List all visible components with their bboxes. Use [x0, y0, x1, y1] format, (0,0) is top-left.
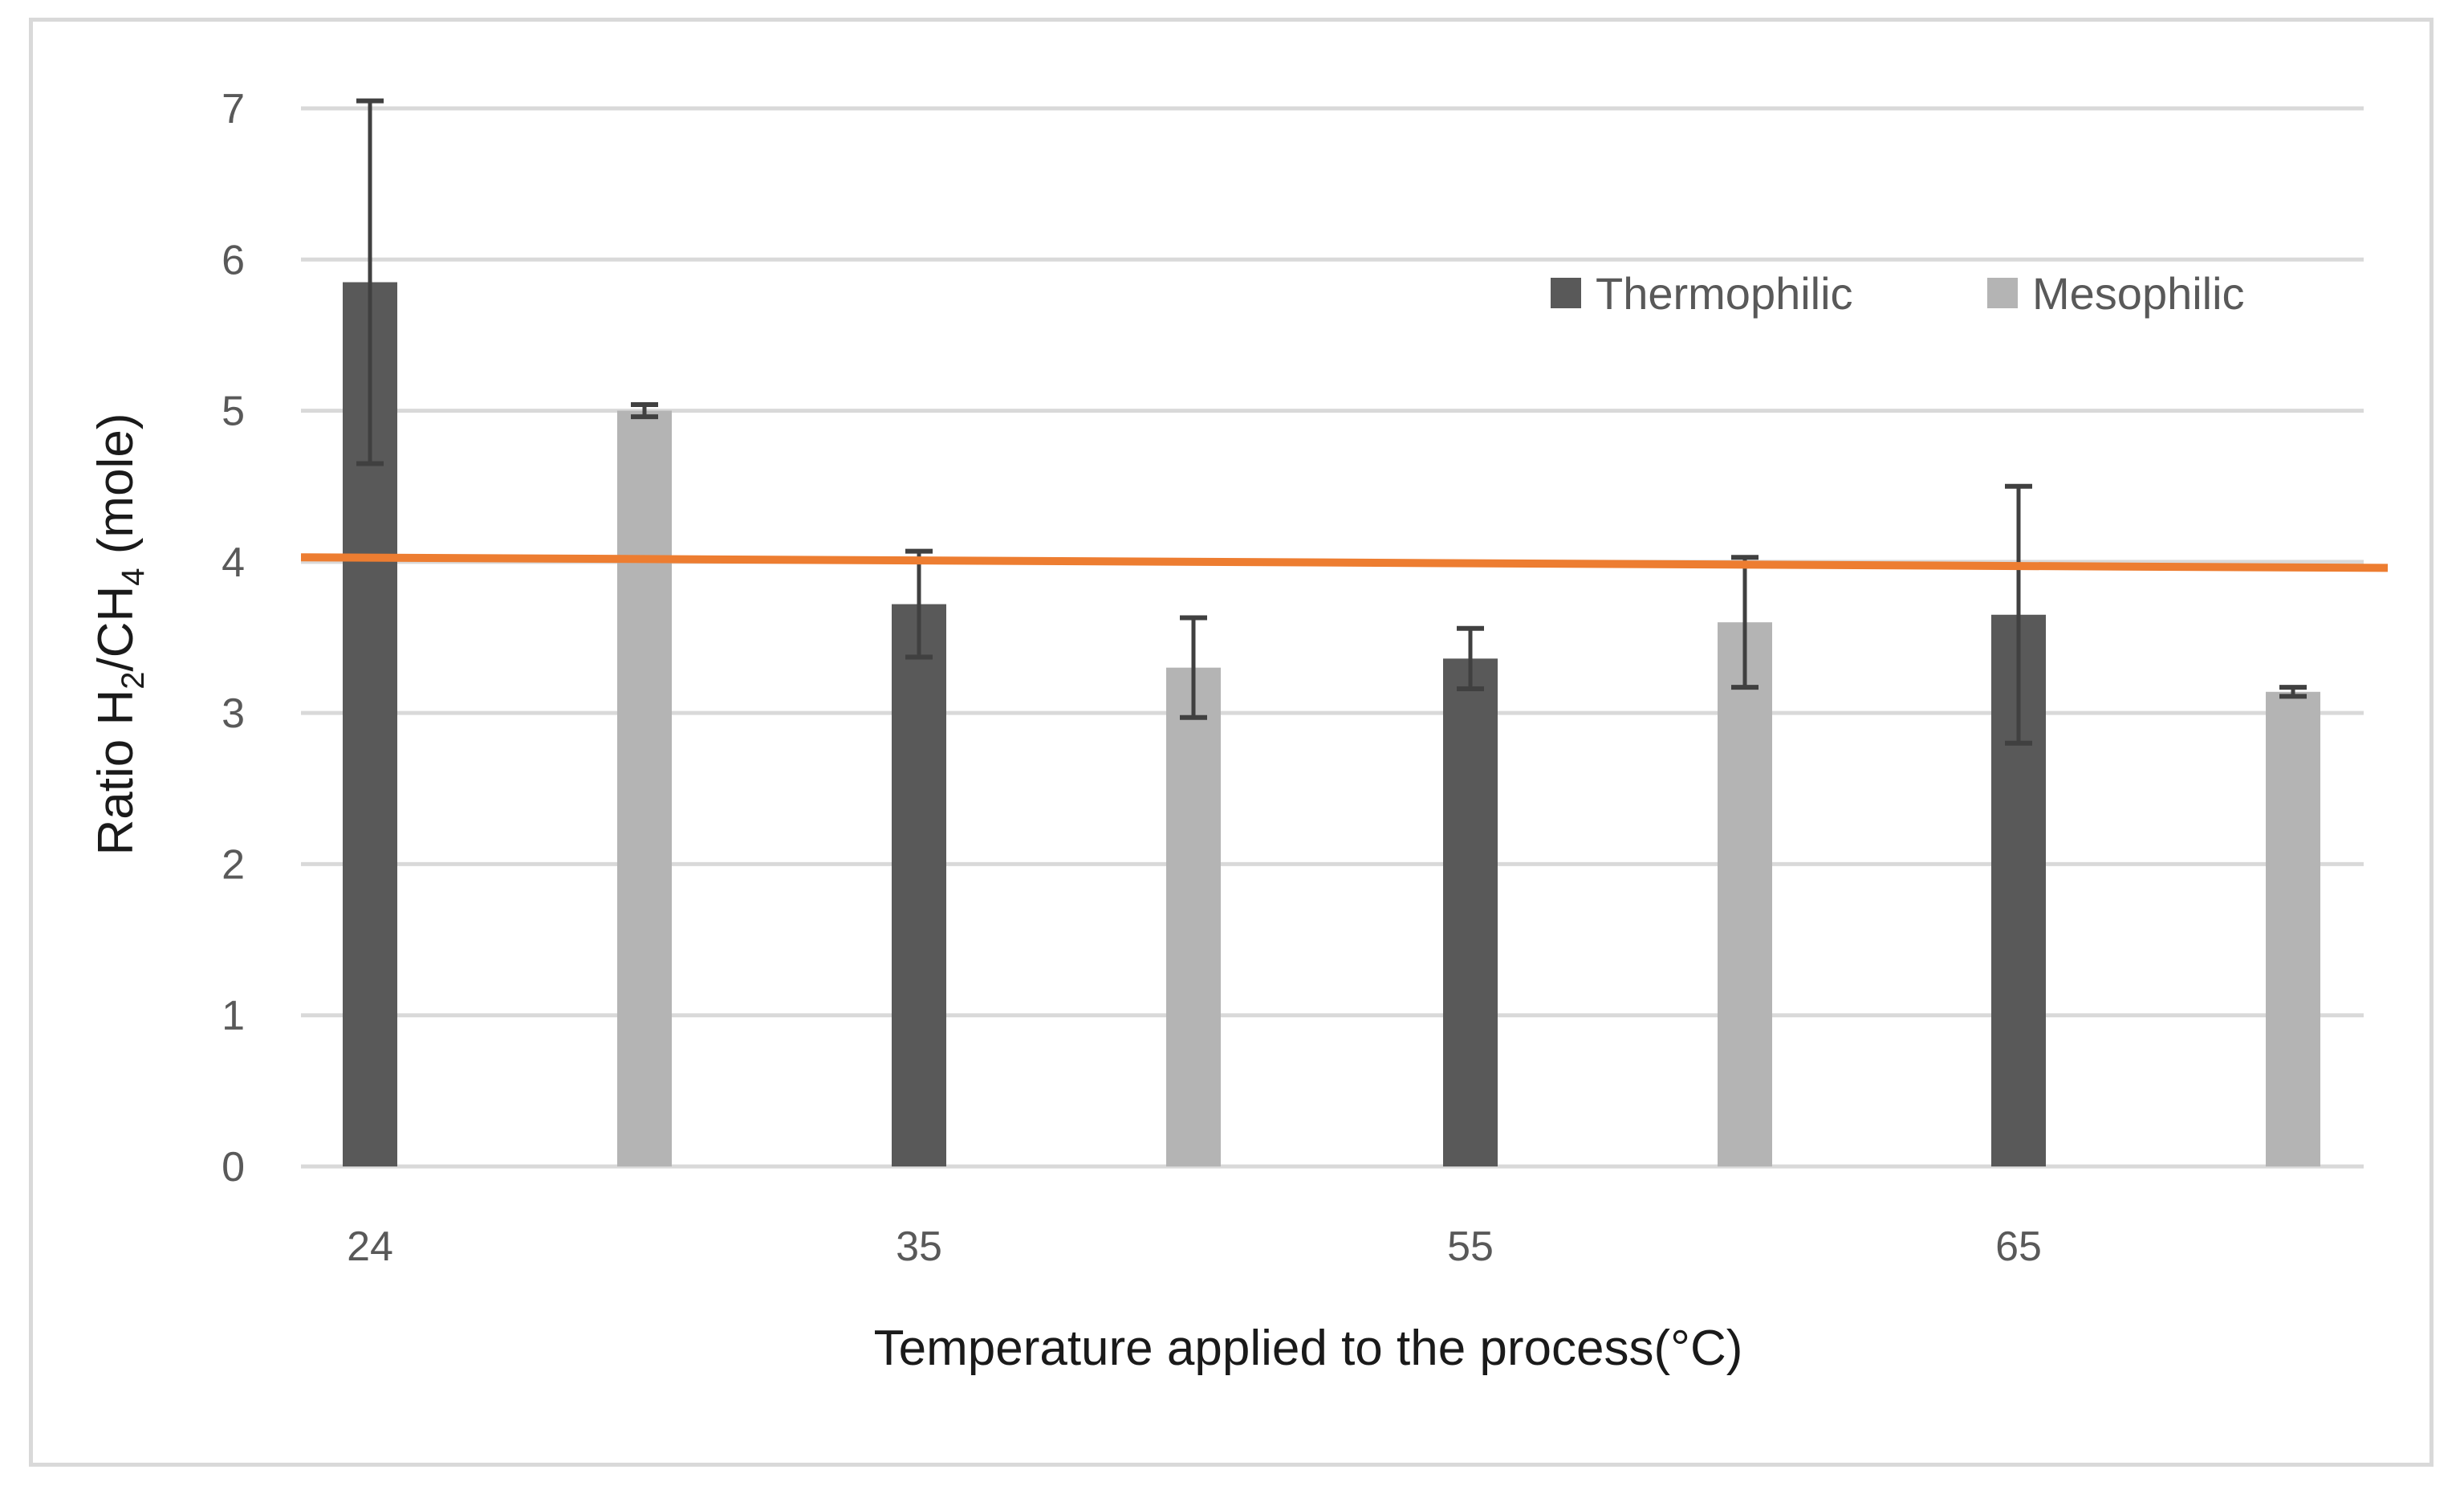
y-axis-title-part-2: /CH [88, 586, 144, 672]
bar-thermophilic-55 [1443, 658, 1498, 1166]
y-tick-label-6: 6 [222, 237, 245, 283]
gridlines [301, 106, 2364, 1169]
x-tick-label-65: 65 [1995, 1223, 2042, 1270]
bar-thermophilic-35 [892, 604, 946, 1166]
y-tick-label-5: 5 [222, 389, 245, 435]
y-tick-label-2: 2 [222, 841, 245, 888]
reference-line-group [300, 553, 2389, 572]
bar-mesophilic-35 [1166, 667, 1221, 1166]
x-tick-labels: 24 35 55 65 [347, 1223, 2042, 1270]
x-tick-label-55: 55 [1447, 1223, 1494, 1270]
y-tick-label-7: 7 [222, 86, 245, 132]
legend-swatch-mesophilic [1987, 278, 2018, 308]
y-axis-title-part-3: (mole) [88, 413, 144, 568]
y-tick-label-1: 1 [222, 993, 245, 1040]
y-axis-title-part-1: Ratio H [88, 690, 144, 856]
y-tick-labels: 0 1 2 3 4 5 6 7 [222, 86, 245, 1191]
bar-mesophilic-55 [1718, 622, 1772, 1166]
x-tick-label-24: 24 [347, 1223, 393, 1270]
legend: Thermophilic Mesophilic [1551, 268, 2245, 319]
legend-label-thermophilic: Thermophilic [1596, 268, 1853, 319]
x-axis-title: Temperature applied to the process(°C) [874, 1321, 1743, 1376]
error-bars [356, 98, 2307, 746]
y-axis-title: Ratio H2/CH4 (mole) [88, 413, 151, 856]
y-tick-label-4: 4 [222, 539, 245, 586]
y-tick-label-3: 3 [222, 690, 245, 737]
bar-mesophilic-24 [617, 410, 672, 1167]
y-tick-label-0: 0 [222, 1144, 245, 1191]
bar-mesophilic-65 [2266, 691, 2320, 1166]
reference-line [300, 553, 2389, 572]
legend-swatch-thermophilic [1551, 278, 1581, 308]
y-axis-title-sub-2: 4 [116, 568, 151, 585]
y-axis-title-sub-1: 2 [116, 671, 151, 689]
x-tick-label-35: 35 [896, 1223, 942, 1270]
legend-label-mesophilic: Mesophilic [2032, 268, 2245, 319]
